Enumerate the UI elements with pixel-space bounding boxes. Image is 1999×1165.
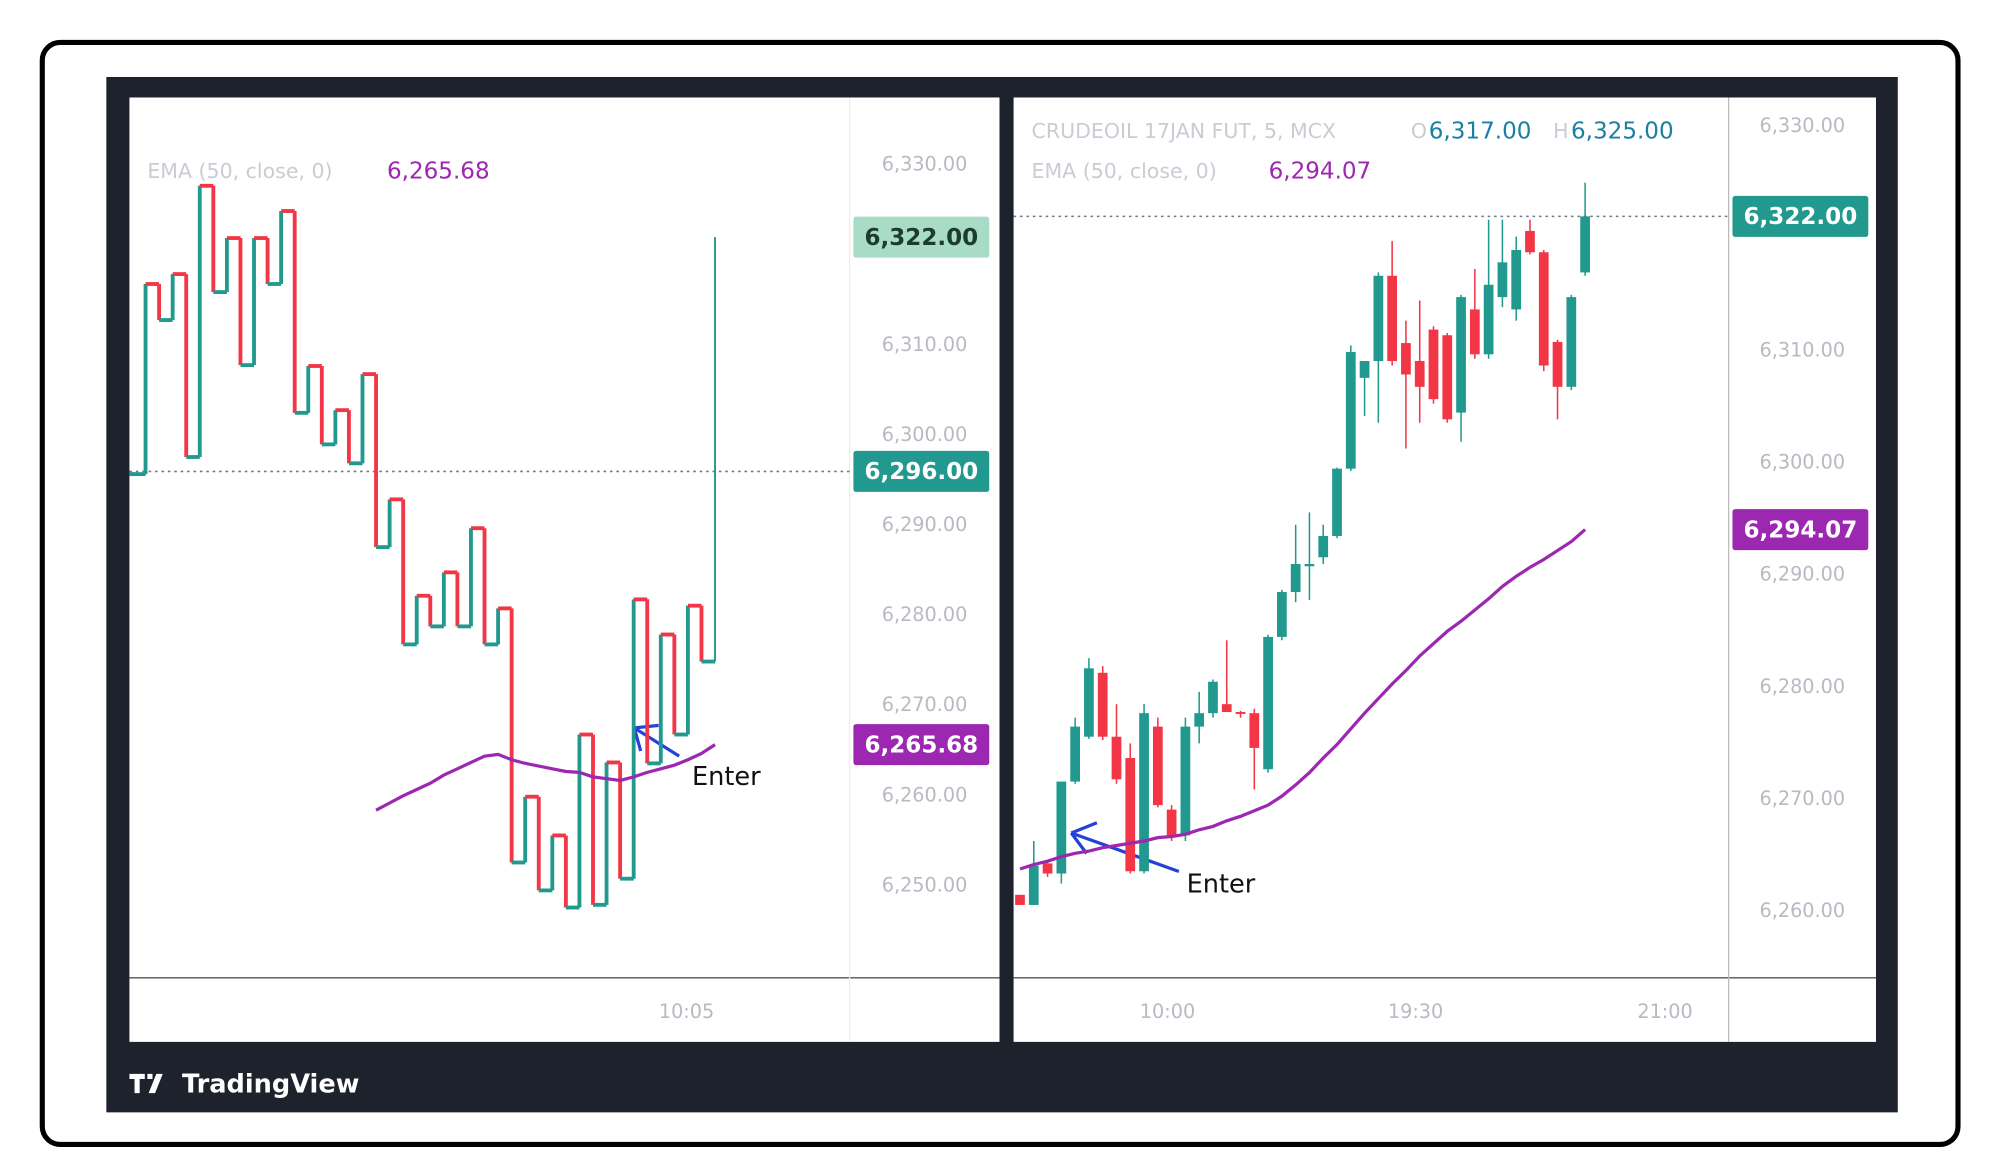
candle-body <box>1456 297 1466 413</box>
symbol: CRUDEOIL 17JAN FUT, 5, MCX <box>1032 119 1337 143</box>
x-tick-label: 10:05 <box>659 1000 714 1023</box>
y-tick-label: 6,260.00 <box>1760 899 1846 922</box>
candle-body <box>1566 297 1577 387</box>
candle-body <box>1194 713 1205 727</box>
ohlc-key: H <box>1553 119 1568 143</box>
candle-body <box>1235 712 1246 714</box>
ohlc-key: O <box>1411 119 1427 143</box>
ema-line <box>1019 528 1587 871</box>
candle-body <box>1401 343 1411 375</box>
candle-body <box>1525 230 1535 253</box>
y-tick-label: 6,310.00 <box>1760 338 1846 361</box>
x-tick-label: 19:30 <box>1388 1000 1443 1023</box>
y-tick-label: 6,260.00 <box>882 783 968 806</box>
indicator-legend: EMA (50, close, 0) <box>1032 159 1217 183</box>
candle-body <box>1263 636 1273 770</box>
annotation: Enter <box>692 762 761 792</box>
candle-body <box>1469 309 1480 355</box>
candle-body <box>1304 564 1315 567</box>
candle-body <box>1111 736 1122 780</box>
logo-mark <box>129 1073 163 1094</box>
price-label-box <box>853 450 990 492</box>
candle-body <box>1084 668 1094 737</box>
y-tick-label: 6,310.00 <box>882 333 968 356</box>
candle-body <box>1249 713 1260 748</box>
separators <box>129 97 1876 1042</box>
price-label-box <box>853 216 990 258</box>
candle-body <box>1208 681 1218 714</box>
y-tick-label: 6,290.00 <box>1760 563 1846 586</box>
candle-body <box>1318 535 1329 558</box>
y-tick-label: 6,280.00 <box>1760 675 1846 698</box>
candle-body <box>1332 468 1342 536</box>
candle-body <box>1428 329 1439 400</box>
candle-body <box>1139 713 1149 872</box>
ohlc-value: 6,317.00 <box>1429 119 1532 145</box>
y-tick-label: 6,280.00 <box>882 603 968 626</box>
candle-body <box>1056 781 1067 874</box>
candle-body <box>1097 672 1108 737</box>
candle-body <box>1511 250 1522 310</box>
y-tick-label: 6,270.00 <box>1760 787 1846 810</box>
candle-body <box>1180 726 1191 836</box>
price-label: 6,294.07 <box>1744 517 1858 543</box>
candle-body <box>1070 726 1081 782</box>
y-tick-label: 6,250.00 <box>882 873 968 896</box>
price-label: 6,322.00 <box>864 225 978 251</box>
right-chart-bg <box>1013 97 1876 1042</box>
ema-line <box>375 743 716 812</box>
candle-body <box>1442 335 1453 420</box>
y-tick-label: 6,270.00 <box>882 693 968 716</box>
brand: TradingView <box>182 1069 359 1099</box>
candle-body <box>1042 863 1053 874</box>
y-tick-label: 6,290.00 <box>882 513 968 536</box>
x-tick-label: 21:00 <box>1637 1000 1692 1023</box>
candle-body <box>1290 564 1301 593</box>
indicator-value: 6,265.68 <box>387 158 490 184</box>
candle-body <box>1028 865 1039 905</box>
price-label: 6,296.00 <box>864 459 978 485</box>
arrows <box>632 723 1180 873</box>
indicator-value: 6,294.07 <box>1269 158 1372 184</box>
x-tick-label: 10:00 <box>1140 1000 1195 1023</box>
candle-body <box>1580 216 1590 273</box>
price-label-box <box>1732 195 1869 237</box>
candle-body <box>1015 894 1025 905</box>
price-label-box <box>1732 509 1869 551</box>
candle-body <box>1166 809 1177 836</box>
price-label-box <box>853 724 990 766</box>
enter-arrow <box>1069 821 1180 873</box>
logo: TradingView <box>129 1069 359 1099</box>
y-tick-label: 6,300.00 <box>1760 451 1846 474</box>
y-tick-label: 6,300.00 <box>882 423 968 446</box>
candle-body <box>1538 252 1549 366</box>
ohlc-value: 6,325.00 <box>1571 119 1674 145</box>
candle-body <box>1221 704 1232 713</box>
indicator-legend: EMA (50, close, 0) <box>147 159 332 183</box>
candle-body <box>1497 262 1508 298</box>
candle-body <box>1152 726 1163 806</box>
candle-body <box>1125 758 1136 872</box>
candle-body <box>1345 352 1356 469</box>
annotation: Enter <box>1187 870 1256 900</box>
y-tick-label: 6,330.00 <box>882 153 968 176</box>
candle-body <box>1483 284 1494 355</box>
candle-body <box>1552 341 1563 387</box>
price-label: 6,322.00 <box>1744 204 1858 230</box>
candle-body <box>1277 592 1287 637</box>
y-tick-label: 6,330.00 <box>1760 114 1846 137</box>
price-label: 6,265.68 <box>864 732 978 758</box>
candle-body <box>1387 275 1398 362</box>
candle-body <box>1414 361 1425 387</box>
candle-body <box>1373 275 1384 362</box>
candle-body <box>1359 361 1370 378</box>
